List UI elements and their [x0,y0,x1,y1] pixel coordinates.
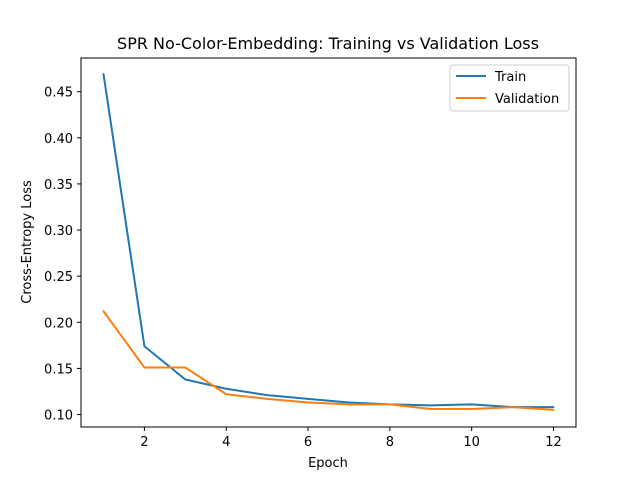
y-axis-ticks: 0.10 0.15 0.20 0.25 0.30 0.35 0.40 0.45 [44,86,81,424]
x-tick-label: 12 [545,435,562,450]
legend: Train Validation [449,64,570,112]
x-tick-label: 10 [463,435,480,450]
series-line-train [102,73,555,409]
y-tick-label: 0.25 [44,270,73,285]
x-axis-ticks: 2 4 6 8 10 12 [140,427,562,450]
x-axis-label: Epoch [308,456,348,471]
series-layer [102,73,555,411]
y-tick-label: 0.15 [44,362,73,377]
y-axis-label: Cross-Entropy Loss [20,180,35,304]
y-tick-label: 0.35 [44,178,73,193]
y-tick-label: 0.45 [44,86,73,101]
y-tick-label: 0.40 [44,132,73,147]
series-line-validation [102,310,555,411]
chart-title: SPR No-Color-Embedding: Training vs Vali… [117,34,539,53]
y-tick-label: 0.10 [44,409,73,424]
x-tick-label: 8 [386,435,394,450]
plot-area [80,57,577,428]
x-tick-label: 4 [222,435,230,450]
legend-label-train: Train [494,70,526,85]
y-tick-label: 0.20 [44,316,73,331]
y-tick-label: 0.30 [44,224,73,239]
x-tick-label: 2 [140,435,148,450]
legend-label-validation: Validation [495,92,559,107]
plot-frame [80,57,577,428]
x-tick-label: 6 [304,435,312,450]
